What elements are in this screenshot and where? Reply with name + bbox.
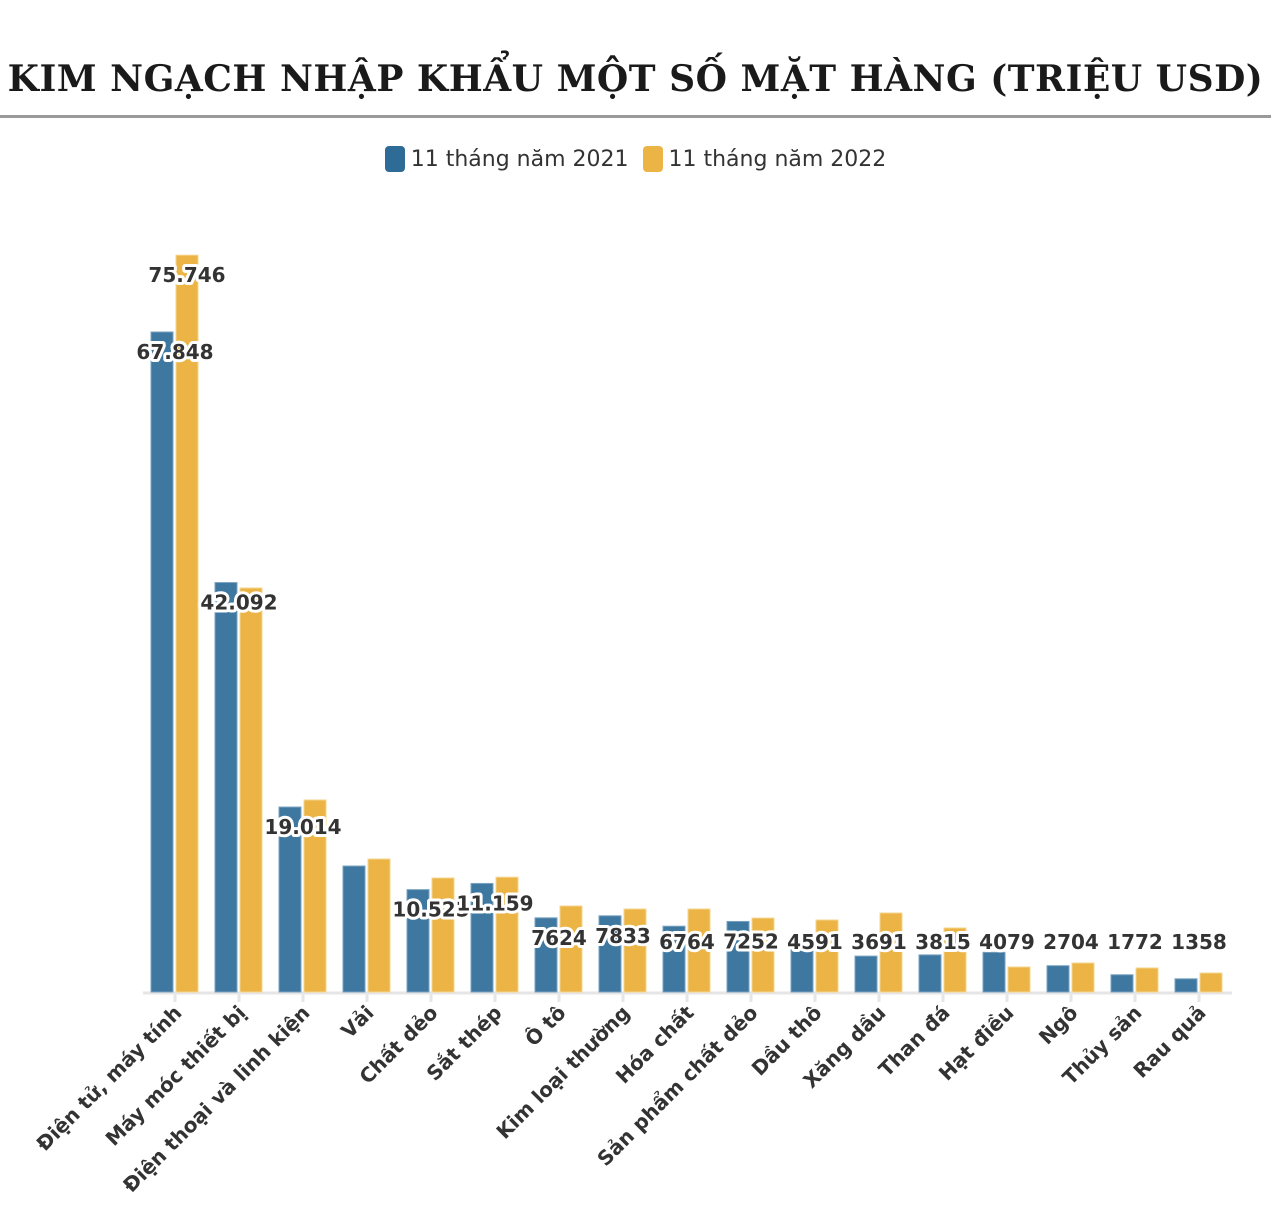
data-label: 7624 (531, 926, 587, 950)
bar-2022 (175, 254, 199, 993)
data-label: 3691 (851, 930, 907, 954)
data-label: 1772 (1107, 930, 1163, 954)
bar-2021 (790, 946, 814, 993)
bar-2021 (854, 955, 878, 993)
bar-2021 (214, 582, 238, 993)
bar-2022 (559, 905, 583, 993)
data-label: 7252 (723, 929, 779, 953)
data-label: 67.848 (136, 340, 213, 364)
data-label: 75.746 (148, 263, 225, 287)
bar-2022 (367, 858, 391, 993)
bar-2021 (1110, 974, 1134, 993)
bar-2021 (918, 954, 942, 993)
x-tick-label: Ngô (1034, 1001, 1083, 1050)
bar-2022 (303, 799, 327, 993)
data-label: 7833 (595, 924, 651, 948)
title-divider (0, 115, 1271, 118)
chart-title: KIM NGẠCH NHẬP KHẨU MỘT SỐ MẶT HÀNG (TRI… (7, 58, 1264, 100)
bar-2021 (1174, 978, 1198, 993)
bar-2022 (239, 587, 263, 993)
bar-2022 (1199, 972, 1223, 993)
bar-2022 (1135, 967, 1159, 993)
bar-2022 (1071, 962, 1095, 993)
bar-2022 (1007, 966, 1031, 993)
legend-label-2021: 11 tháng năm 2021 (410, 146, 629, 172)
data-label: 4591 (787, 930, 843, 954)
legend-label-2022: 11 tháng năm 2022 (668, 146, 887, 172)
x-tick-label: Ô tô (520, 1001, 570, 1051)
bar-2021 (342, 865, 366, 993)
bar-2021 (406, 889, 430, 993)
data-label: 19.014 (264, 815, 341, 839)
data-label: 1358 (1171, 930, 1227, 954)
data-label: 3815 (915, 930, 971, 954)
bar-2022 (815, 919, 839, 993)
bar-2021 (534, 917, 558, 993)
data-label: 11.159 (456, 891, 533, 915)
bar-2021 (598, 915, 622, 993)
bar-2021 (726, 920, 750, 993)
data-label: 6764 (659, 930, 715, 954)
bar-2021 (662, 925, 686, 993)
bar-2021 (278, 806, 302, 993)
bar-2021 (1046, 965, 1070, 993)
legend-item-2022: 11 tháng năm 2022 (642, 146, 887, 172)
data-label: 4079 (979, 930, 1035, 954)
legend-item-2021: 11 tháng năm 2021 (384, 146, 629, 172)
bar-2022 (687, 908, 711, 993)
bar-2021 (982, 951, 1006, 993)
x-tick-label: Vải (336, 1001, 378, 1043)
legend: 11 tháng năm 2021 11 tháng năm 2022 (0, 146, 1271, 172)
data-label: 10.525 (392, 898, 469, 922)
legend-swatch-2022 (642, 146, 663, 172)
data-label: 2704 (1043, 930, 1099, 954)
bar-2022 (431, 877, 455, 993)
legend-swatch-2021 (384, 146, 405, 172)
bar-2022 (623, 908, 647, 993)
bar-2022 (879, 912, 903, 993)
bar-2021 (150, 331, 174, 993)
bar-2022 (751, 917, 775, 993)
data-label: 42.092 (200, 591, 277, 615)
bar-2022 (943, 927, 967, 993)
bar-2021 (470, 882, 494, 993)
bar-2022 (495, 876, 519, 993)
